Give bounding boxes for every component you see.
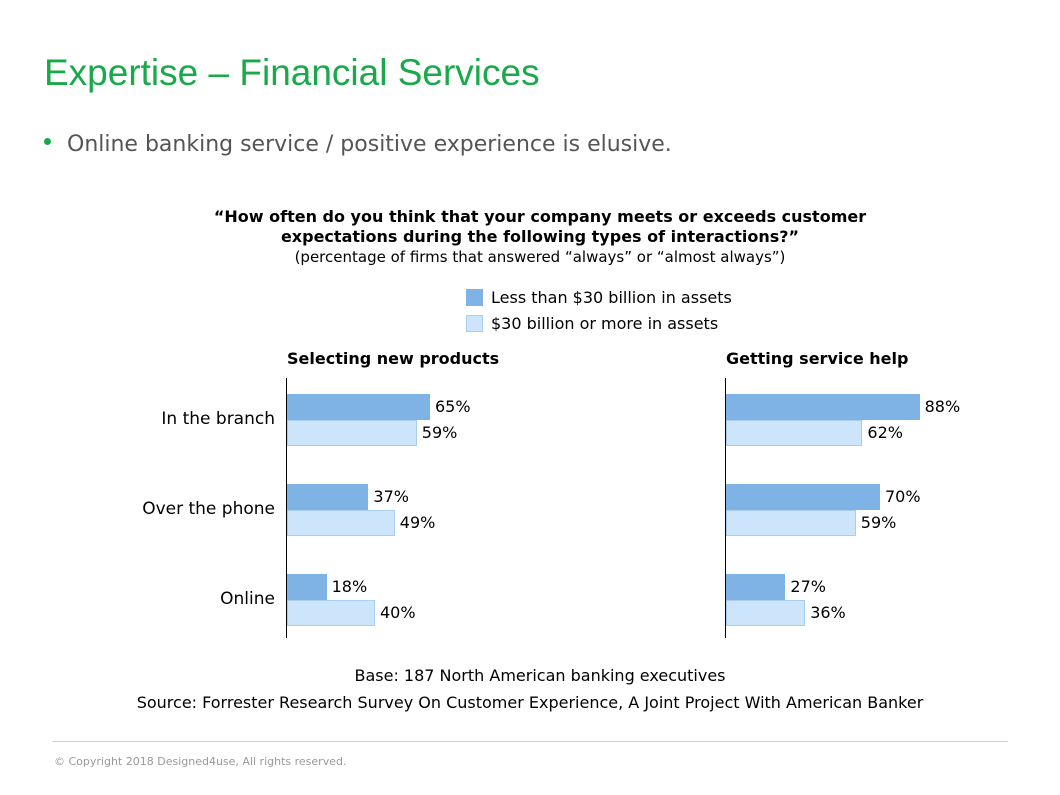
category-label-phone: Over the phone: [142, 499, 275, 519]
legend-item-large-assets: $30 billion or more in assets: [466, 310, 732, 336]
category-label-branch: In the branch: [161, 409, 275, 429]
axis-service-help: [725, 378, 726, 638]
bar-label-service-branch-small-assets: 88%: [924, 397, 961, 416]
chart-title-line-2: expectations during the following types …: [280, 227, 800, 246]
copyright-text: © Copyright 2018 Designed4use, All right…: [54, 755, 347, 768]
bar-service-online-large-assets: [726, 600, 806, 626]
chart-subtitle: (percentage of firms that answered “alwa…: [294, 248, 786, 266]
bullet-dot-icon: [44, 138, 51, 145]
legend-item-small-assets: Less than $30 billion in assets: [466, 284, 732, 310]
bar-label-service-phone-large-assets: 59%: [860, 513, 897, 532]
footer-divider: [52, 741, 1008, 742]
bar-products-phone-large-assets: [287, 510, 395, 536]
bar-products-online-large-assets: [287, 600, 375, 626]
slide-title: Expertise – Financial Services: [44, 52, 540, 93]
bar-label-products-phone-large-assets: 49%: [399, 513, 436, 532]
chart-legend: Less than $30 billion in assets $30 bill…: [466, 284, 732, 336]
bar-products-phone-small-assets: [287, 484, 369, 510]
bar-products-branch-small-assets: [287, 394, 430, 420]
legend-swatch-small-assets: [466, 288, 483, 306]
bar-label-service-online-small-assets: 27%: [790, 577, 826, 596]
bar-label-products-online-small-assets: 18%: [331, 577, 368, 596]
category-label-online: Online: [220, 589, 275, 609]
chart-title-line-1: “How often do you think that your compan…: [213, 207, 867, 226]
bar-label-products-phone-small-assets: 37%: [373, 487, 409, 506]
base-note: Base: 187 North American banking executi…: [354, 666, 726, 685]
bar-label-service-branch-large-assets: 62%: [867, 423, 903, 442]
panel-title-selecting-products: Selecting new products: [287, 349, 500, 368]
bar-label-products-branch-large-assets: 59%: [421, 423, 458, 442]
bar-label-service-phone-small-assets: 70%: [885, 487, 921, 506]
chart-title: “How often do you think that your compan…: [150, 207, 930, 247]
legend-swatch-large-assets: [466, 314, 483, 332]
bullet-point: Online banking service / positive experi…: [44, 132, 672, 157]
bar-service-branch-large-assets: [726, 420, 863, 446]
bar-label-products-branch-small-assets: 65%: [435, 397, 471, 416]
panel-title-service-help: Getting service help: [726, 349, 909, 368]
bar-service-branch-small-assets: [726, 394, 920, 420]
legend-label-small-assets: Less than $30 billion in assets: [491, 287, 732, 307]
source-note: Source: Forrester Research Survey On Cus…: [136, 693, 924, 712]
bar-label-products-online-large-assets: 40%: [380, 603, 416, 622]
axis-selecting-products: [286, 378, 287, 638]
legend-label-large-assets: $30 billion or more in assets: [491, 313, 719, 333]
bar-service-online-small-assets: [726, 574, 786, 600]
bar-products-branch-large-assets: [287, 420, 417, 446]
bar-service-phone-small-assets: [726, 484, 880, 510]
bullet-text: Online banking service / positive experi…: [67, 132, 672, 157]
bar-products-online-small-assets: [287, 574, 327, 600]
bar-service-phone-large-assets: [726, 510, 856, 536]
bar-label-service-online-large-assets: 36%: [810, 603, 846, 622]
